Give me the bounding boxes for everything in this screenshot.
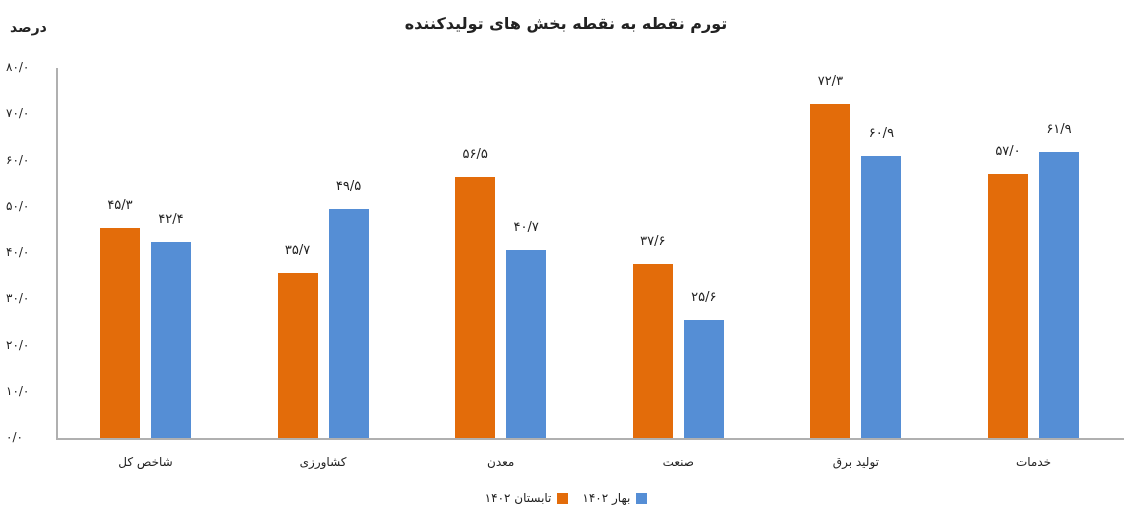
- bar-value-label: ۲۵/۶: [691, 289, 717, 305]
- x-category-label: شاخص کل: [118, 455, 173, 469]
- y-tick-label: ۲۰/۰: [6, 337, 30, 352]
- legend-swatch-summer: [557, 492, 569, 504]
- x-axis-line: [56, 438, 1124, 440]
- legend-item-spring: بهار ۱۴۰۲: [582, 491, 648, 505]
- y-tick-label: ۱۰/۰: [6, 383, 30, 398]
- bar-value-label: ۳۷/۶: [640, 234, 666, 250]
- y-tick-label: ۳۰/۰: [6, 291, 30, 306]
- bar-value-label: ۶۱/۹: [1046, 121, 1072, 137]
- bar-value-label: ۵۶/۵: [462, 146, 488, 162]
- bar: [1039, 151, 1079, 438]
- bar: [151, 241, 191, 438]
- y-tick-label: ۵۰/۰: [6, 198, 30, 213]
- y-tick-label: ۷۰/۰: [6, 106, 30, 121]
- legend-label-spring: بهار ۱۴۰۲: [582, 491, 631, 505]
- bar: [455, 176, 496, 438]
- legend-swatch-spring: [636, 492, 648, 504]
- x-category-label: کشاورزی: [299, 455, 347, 469]
- legend: بهار ۱۴۰۲ تابستان ۱۴۰۲: [0, 491, 1132, 505]
- bar: [683, 319, 724, 438]
- bar-value-label: ۵۷/۰: [995, 144, 1021, 160]
- bar: [506, 249, 547, 438]
- bar: [328, 209, 369, 438]
- y-tick-label: ۴۰/۰: [6, 245, 30, 259]
- y-tick-label: ۰/۰: [6, 430, 23, 444]
- legend-item-summer: تابستان ۱۴۰۲: [485, 491, 569, 505]
- bar: [277, 272, 318, 438]
- bar-value-label: ۴۰/۷: [513, 219, 539, 235]
- bar: [861, 156, 902, 438]
- bar: [810, 103, 851, 438]
- y-tick-label: ۶۰/۰: [6, 152, 30, 167]
- bar: [632, 264, 673, 438]
- bar: [988, 174, 1028, 438]
- y-axis-label: درصد: [10, 20, 47, 36]
- bar-value-label: ۳۵/۷: [284, 242, 311, 258]
- bar: [100, 228, 140, 438]
- bar-value-label: ۴۲/۴: [158, 211, 184, 227]
- y-axis-line: [56, 68, 58, 439]
- chart-title: تورم نقطه به نقطه بخش های تولیدکننده: [404, 14, 728, 33]
- y-tick-label: ۸۰/۰: [6, 60, 30, 74]
- bar-value-label: ۴۵/۳: [107, 198, 133, 214]
- bar-value-label: ۶۰/۹: [868, 126, 895, 142]
- legend-label-summer: تابستان ۱۴۰۲: [484, 491, 552, 505]
- x-category-label: معدن: [487, 455, 515, 469]
- x-category-label: تولید برق: [832, 455, 879, 469]
- x-category-label: خدمات: [1015, 455, 1052, 469]
- bar-value-label: ۷۲/۳: [817, 73, 844, 89]
- x-category-label: صنعت: [662, 455, 694, 469]
- bar-value-label: ۴۹/۵: [335, 179, 362, 195]
